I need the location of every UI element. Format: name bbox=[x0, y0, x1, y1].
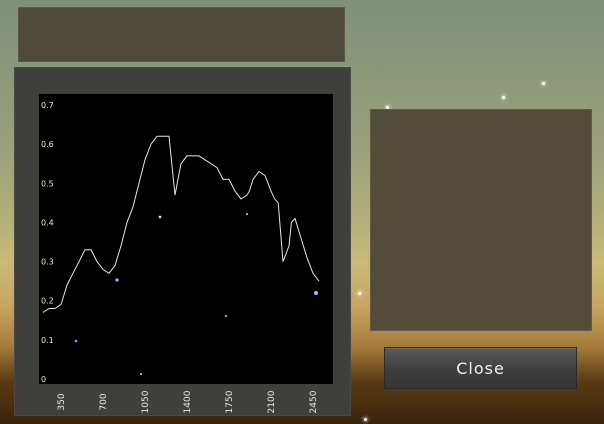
star bbox=[542, 82, 545, 85]
y-tick-label: 0 bbox=[41, 375, 46, 384]
side-info-panel bbox=[370, 109, 592, 331]
star bbox=[364, 418, 367, 421]
plot-area bbox=[39, 94, 333, 384]
plot-star bbox=[140, 373, 142, 375]
plot-star bbox=[314, 291, 318, 295]
star bbox=[386, 106, 389, 109]
plot-star bbox=[74, 339, 78, 343]
y-tick-label: 0.6 bbox=[41, 140, 54, 149]
x-tick-label: 1400 bbox=[183, 390, 193, 413]
graph-frame: 0 0.1 0.2 0.3 0.4 0.5 0.6 0.7 350 700 1050 1400 175… bbox=[14, 67, 351, 416]
y-tick-label: 0.2 bbox=[41, 297, 54, 306]
star bbox=[358, 292, 361, 295]
x-tick-label: 700 bbox=[99, 393, 109, 410]
top-info-panel bbox=[18, 7, 345, 62]
plot-star bbox=[158, 215, 162, 219]
plot-star bbox=[115, 278, 119, 282]
close-button-label: Close bbox=[456, 358, 505, 378]
close-button[interactable]: Close bbox=[384, 347, 577, 389]
y-tick-label: 0.4 bbox=[41, 218, 54, 227]
y-tick-label: 0.3 bbox=[41, 258, 54, 267]
spectrum-graph: 0 0.1 0.2 0.3 0.4 0.5 0.6 0.7 350 700 1050 1400 175… bbox=[39, 94, 333, 413]
x-tick-label: 1050 bbox=[141, 390, 151, 413]
x-tick-label: 2450 bbox=[309, 390, 319, 413]
plot-star bbox=[225, 315, 227, 317]
x-tick-label: 1750 bbox=[225, 390, 235, 413]
y-tick-label: 0.1 bbox=[41, 336, 54, 345]
spectrum-line bbox=[42, 135, 320, 313]
star bbox=[502, 96, 505, 99]
x-tick-label: 350 bbox=[57, 393, 67, 410]
y-tick-label: 0.7 bbox=[41, 101, 54, 110]
x-tick-label: 2100 bbox=[267, 390, 277, 413]
plot-star bbox=[246, 213, 248, 215]
y-tick-label: 0.5 bbox=[41, 179, 54, 188]
